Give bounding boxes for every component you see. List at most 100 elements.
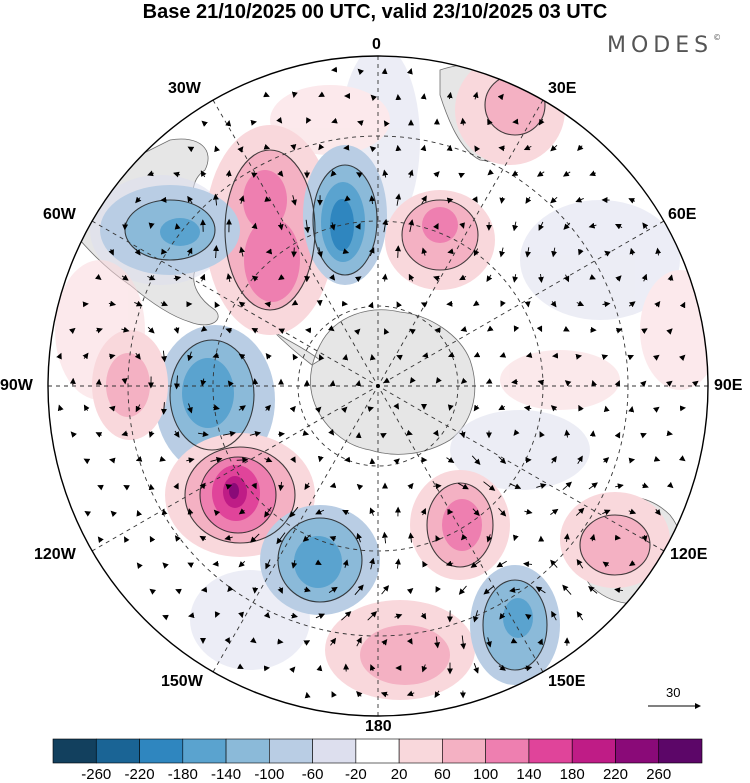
brand-mark: © — [713, 33, 722, 42]
wind-arrow — [264, 456, 273, 463]
wind-arrow — [460, 117, 467, 126]
wind-arrow — [342, 248, 350, 255]
wind-arrow — [472, 300, 480, 307]
wind-arrow — [473, 663, 479, 674]
wind-arrow — [304, 219, 311, 234]
wind-arrow — [497, 93, 504, 101]
wind-arrow — [589, 170, 596, 177]
wind-arrow — [691, 380, 699, 387]
wind-arrow — [83, 404, 90, 412]
wind-arrow — [513, 429, 520, 436]
wind-arrow — [614, 380, 621, 387]
wind-arrow — [174, 535, 181, 542]
wind-arrow — [56, 352, 62, 360]
wind-arrow — [357, 68, 364, 75]
colorbar-tick-label: 60 — [434, 766, 451, 783]
wind-arrow — [615, 275, 622, 282]
wind-arrow — [407, 169, 414, 178]
wind-arrow — [214, 611, 221, 618]
wind-arrow — [509, 587, 520, 593]
wind-arrow — [393, 402, 400, 410]
wind-arrow — [407, 482, 414, 490]
wind-arrow — [199, 482, 206, 490]
colorbar-swatch — [528, 738, 573, 764]
wind-arrow — [317, 247, 323, 258]
colorbar-swatch — [398, 738, 443, 764]
wind-arrow — [317, 455, 324, 463]
wind-arrow — [486, 325, 494, 332]
wind-arrow — [460, 377, 468, 384]
wind-arrow — [200, 170, 207, 178]
wind-arrow — [446, 197, 454, 204]
wind-arrow — [434, 636, 441, 649]
wind-arrow — [329, 274, 336, 281]
wind-arrow — [537, 638, 543, 646]
wind-arrow — [291, 247, 298, 258]
wind-arrow — [539, 431, 545, 438]
wind-arrow — [525, 247, 531, 258]
wind-arrow — [602, 561, 610, 568]
wind-arrow — [276, 117, 283, 124]
wind-arrow — [264, 404, 271, 412]
wind-arrow — [550, 196, 558, 204]
wind-arrow — [161, 350, 168, 363]
wind-arrow — [381, 639, 388, 646]
wind-arrow — [251, 172, 258, 178]
wind-arrow — [420, 93, 427, 100]
colorbar-tick-label: 140 — [516, 766, 542, 783]
wind-arrow — [109, 457, 116, 464]
wind-arrow — [473, 248, 480, 257]
wind-arrow — [368, 247, 375, 257]
wind-arrow — [173, 275, 182, 282]
wind-arrow — [264, 196, 271, 202]
map-border — [47, 55, 709, 717]
wind-arrow — [302, 430, 310, 436]
wind-arrow — [238, 301, 246, 308]
wind-arrow — [329, 222, 336, 231]
wind-arrow — [97, 536, 104, 544]
wind-arrow — [263, 143, 271, 150]
wind-arrow — [563, 274, 570, 283]
colorbar-swatch — [312, 738, 357, 764]
wind-arrow — [523, 144, 532, 151]
wind-arrow — [434, 690, 441, 698]
wind-arrow — [278, 328, 285, 334]
wind-arrow — [498, 145, 505, 152]
colorbar-swatch — [139, 738, 184, 764]
wind-arrow — [409, 328, 416, 335]
wind-arrow — [199, 535, 207, 542]
wind-arrow — [328, 586, 338, 593]
wind-arrow — [380, 433, 387, 439]
wind-arrow — [237, 663, 244, 669]
wind-arrow — [628, 301, 636, 308]
wind-arrow — [535, 586, 546, 594]
wind-arrow — [458, 585, 467, 595]
wind-arrow — [135, 196, 142, 204]
colorbar-swatch — [182, 738, 227, 764]
wind-arrow — [499, 197, 506, 204]
colorbar-swatch — [658, 738, 703, 764]
wind-arrow — [536, 483, 547, 489]
wind-arrow — [315, 509, 325, 515]
wind-arrow — [174, 223, 181, 230]
wind-arrow — [236, 456, 249, 463]
wind-arrow — [173, 171, 181, 178]
wind-arrow — [148, 222, 155, 229]
wind-arrow — [264, 301, 271, 308]
wind-arrow — [355, 223, 361, 230]
wind-arrow — [147, 170, 155, 177]
wind-arrow — [292, 353, 299, 361]
lon-label-30w: 30W — [168, 80, 201, 97]
wind-arrow — [459, 222, 465, 229]
wind-arrow — [124, 536, 130, 543]
wind-arrow — [57, 404, 64, 412]
wind-arrow — [538, 221, 544, 231]
wind-arrow — [213, 509, 221, 517]
wind-arrow — [175, 588, 182, 595]
wind-arrow — [238, 611, 244, 619]
wind-arrow — [238, 353, 246, 360]
wind-arrow — [496, 560, 507, 568]
colorbar-swatch — [615, 738, 660, 764]
wind-arrow — [341, 406, 348, 413]
